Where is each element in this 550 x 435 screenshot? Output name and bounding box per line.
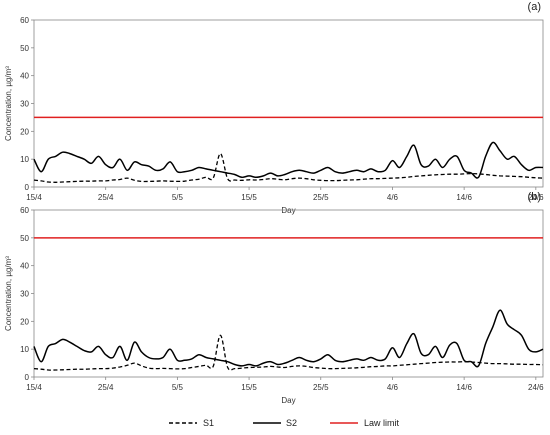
- y-tick-label: 40: [20, 262, 29, 271]
- x-tick-label: 25/5: [313, 193, 329, 202]
- y-tick-label: 50: [20, 234, 29, 243]
- legend: S1 S2 Law limit: [169, 418, 400, 428]
- x-tick-label: 25/4: [98, 193, 114, 202]
- legend-label-s2: S2: [286, 418, 297, 428]
- legend-label-s1: S1: [203, 418, 214, 428]
- y-tick-label: 30: [20, 100, 29, 109]
- x-tick-label: 24/6: [528, 383, 544, 392]
- chart-panel-b: 0 10 20 30 40 50 60 15/4 25/4 5/5 15/5 25/5 4/6 14/6 2…: [4, 191, 544, 405]
- x-tick-label: 4/6: [387, 193, 399, 202]
- y-tick-label: 60: [20, 206, 29, 215]
- y-tick-label: 20: [20, 127, 29, 136]
- y-tick-label: 10: [20, 155, 29, 164]
- x-tick-label: 5/5: [172, 383, 184, 392]
- series-line-s2: [33, 141, 544, 179]
- plot-frame: [33, 209, 544, 378]
- series-line-s2: [33, 309, 544, 368]
- y-tick-label: 50: [20, 44, 29, 53]
- x-tick-label: 14/6: [456, 383, 472, 392]
- x-tick-label: 24/6: [528, 193, 544, 202]
- y-tick-label: 20: [20, 317, 29, 326]
- y-tick-label: 40: [20, 72, 29, 81]
- x-tick-label: 15/4: [26, 383, 42, 392]
- panel-label: (a): [528, 1, 541, 13]
- y-axis-title: Concentration, µg/m³: [4, 66, 13, 141]
- x-tick-label: 25/4: [98, 383, 114, 392]
- chart-panel-a: 0 10 20 30 40 50 60 15/4 25/4 5/5 15/5 25/5 4/6 14/6 2…: [4, 1, 544, 215]
- x-axis-title: Day: [281, 396, 295, 405]
- panel-label: (b): [528, 191, 541, 203]
- x-tick-label: 15/5: [241, 383, 257, 392]
- x-axis-title: Day: [281, 206, 295, 215]
- x-tick-label: 15/5: [241, 193, 257, 202]
- y-tick-label: 0: [25, 373, 30, 382]
- y-tick-label: 10: [20, 345, 29, 354]
- plot-frame: [33, 19, 544, 188]
- x-tick-label: 5/5: [172, 193, 184, 202]
- series-line-s1: [33, 152, 544, 183]
- legend-label-law: Law limit: [364, 418, 400, 428]
- x-tick-label: 25/5: [313, 383, 329, 392]
- x-tick-label: 15/4: [26, 193, 42, 202]
- y-tick-label: 60: [20, 16, 29, 25]
- x-tick-label: 4/6: [387, 383, 399, 392]
- y-axis-title: Concentration, µg/m³: [4, 256, 13, 331]
- y-tick-label: 30: [20, 290, 29, 299]
- y-tick-label: 0: [25, 183, 30, 192]
- x-tick-label: 14/6: [456, 193, 472, 202]
- series-line-s1: [33, 334, 544, 371]
